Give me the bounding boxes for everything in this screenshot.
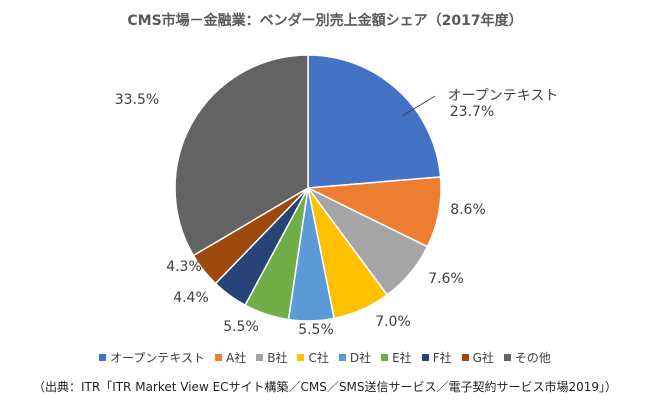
annotation-opentext: オープンテキスト (448, 88, 559, 104)
legend-item-3: C社 (297, 349, 329, 366)
pie-slice-8 (174, 54, 309, 257)
legend-item-8: その他 (503, 349, 551, 366)
legend-item-4: D社 (338, 349, 372, 366)
legend-swatch-8 (503, 354, 511, 361)
legend-swatch-2 (256, 354, 264, 361)
legend-label-4: D社 (349, 351, 372, 365)
legend-label-8: その他 (514, 351, 551, 365)
legend-label-7: G社 (472, 351, 494, 365)
legend-item-6: F社 (421, 349, 452, 366)
legend-label-6: F社 (432, 351, 452, 365)
legend: オープンテキスト A社 B社 C社 D社 E社 F社 G社 その他 (0, 349, 650, 366)
data-label-1: 8.6% (450, 202, 486, 218)
legend-item-1: A社 (215, 349, 246, 366)
legend-label-3: C社 (308, 351, 329, 365)
data-label-8: 33.5% (115, 92, 159, 108)
data-label-0: 23.7% (450, 104, 494, 120)
legend-label-1: A社 (226, 351, 247, 365)
legend-label-5: E社 (392, 351, 412, 365)
legend-item-5: E社 (381, 349, 412, 366)
legend-label-0: オープンテキスト (110, 351, 205, 365)
annotation-leader-line (401, 95, 436, 117)
legend-swatch-0 (99, 354, 107, 361)
data-label-2: 7.6% (428, 271, 464, 287)
legend-label-2: B社 (267, 351, 288, 365)
legend-item-2: B社 (256, 349, 287, 366)
pie-slice-0 (307, 54, 442, 189)
data-label-4: 5.5% (298, 322, 334, 338)
legend-item-7: G社 (461, 349, 494, 366)
data-label-3: 7.0% (375, 314, 411, 330)
legend-swatch-3 (297, 354, 305, 361)
legend-swatch-4 (338, 354, 346, 361)
legend-swatch-7 (461, 354, 469, 361)
legend-swatch-1 (215, 354, 222, 361)
data-label-7: 4.3% (166, 259, 202, 275)
legend-item-0: オープンテキスト (99, 349, 205, 366)
data-label-6: 4.4% (173, 290, 209, 306)
legend-swatch-6 (421, 354, 429, 361)
data-label-5: 5.5% (223, 319, 259, 335)
legend-swatch-5 (381, 354, 389, 361)
source-note: （出典：ITR「ITR Market View ECサイト構築／CMS／SMS送… (32, 380, 618, 394)
chart-title: CMS市場－金融業：ベンダー別売上金額シェア（2017年度） (127, 13, 523, 29)
